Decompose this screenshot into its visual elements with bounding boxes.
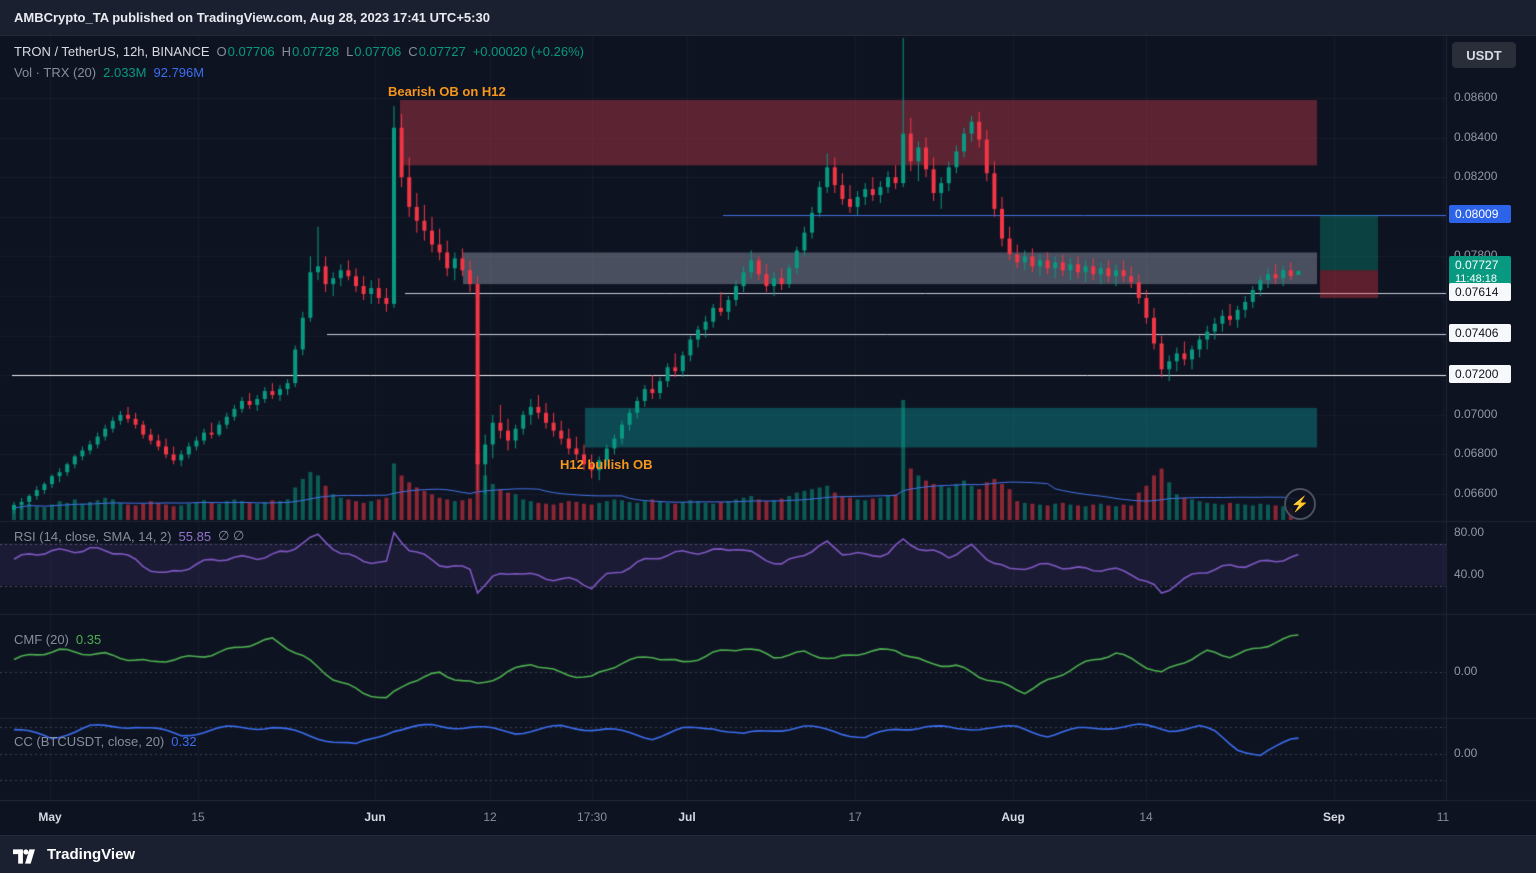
price-tick-label: 0.08400 <box>1454 129 1498 144</box>
close-label: C <box>408 44 418 59</box>
brand-name[interactable]: TradingView <box>47 846 136 863</box>
price-tick-label: 0.06600 <box>1454 486 1498 500</box>
time-tick-label: Sep <box>1322 810 1346 824</box>
cc-value: 0.32 <box>171 734 197 749</box>
ohlc-high: H 0.07728 <box>282 44 339 59</box>
cmf-legend[interactable]: CMF (20) 0.35 <box>14 632 101 647</box>
boost-button[interactable]: ⚡ <box>1284 488 1316 520</box>
high-label: H <box>281 44 292 59</box>
time-axis[interactable]: May 15 Jun 12 17:30 Jul 17 Aug 14 Sep 11 <box>0 800 1450 835</box>
chart-canvas[interactable] <box>0 36 1536 835</box>
cmf-label: CMF (20) <box>14 632 69 647</box>
price-tick-label: 0.07000 <box>1454 406 1498 421</box>
level-price-label: 0.08009 <box>1449 205 1511 224</box>
ohlc-low: L 0.07706 <box>346 44 401 59</box>
time-tick-label: Jun <box>364 810 386 824</box>
footer-bar: TradingView <box>0 835 1536 873</box>
bullish-ob-annotation: H12 bullish OB <box>560 457 653 472</box>
change-value: +0.00020 (+0.26%) <box>472 44 584 59</box>
time-tick-label: 12 <box>483 810 497 824</box>
time-tick-label: 17 <box>848 810 862 824</box>
countdown-timer: 11:48:18 <box>1455 272 1498 285</box>
time-tick-label: 17:30 <box>576 810 608 824</box>
last-price-label: 0.07727 11:48:18 <box>1449 255 1511 288</box>
time-tick-label: 15 <box>191 810 205 824</box>
tradingview-logo-icon[interactable] <box>13 846 38 864</box>
volume-value: 2.033M <box>103 65 147 80</box>
rsi-label: RSI (14, close, SMA, 14, 2) <box>14 528 172 544</box>
open-label: O <box>216 44 227 59</box>
price-tick-label: 0.06800 <box>1454 446 1498 461</box>
price-axis[interactable]: 0.086000.084000.082000.078000.070000.068… <box>1446 36 1536 800</box>
rsi-hidden-plots: ∅ ∅ <box>218 528 245 543</box>
time-tick-label: Jul <box>678 810 696 824</box>
high-value: 0.07728 <box>292 44 340 59</box>
cmf-value: 0.35 <box>75 632 102 647</box>
price-tick-label: 0.08200 <box>1454 169 1498 184</box>
time-tick-label: Aug <box>1001 810 1025 824</box>
time-tick-label: 14 <box>1139 810 1153 824</box>
symbol-title: TRON / TetherUS, 12h, BINANCE <box>14 44 210 59</box>
rsi-scale-label: 40.00 <box>1454 567 1485 581</box>
cc-scale-label: 0.00 <box>1454 745 1478 760</box>
cmf-scale-label: 0.00 <box>1454 664 1478 678</box>
level-price-label: 0.07406 <box>1449 324 1511 343</box>
publish-title: AMBCrypto_TA published on TradingView.co… <box>14 10 490 25</box>
rsi-scale-label: 80.00 <box>1454 525 1485 539</box>
time-tick-label: 11 <box>1436 810 1450 824</box>
cc-label: CC (BTCUSDT, close, 20) <box>14 734 165 749</box>
volume-label: Vol · TRX (20) <box>14 65 97 80</box>
open-value: 0.07706 <box>227 44 275 59</box>
currency-toggle-button[interactable]: USDT <box>1452 42 1516 68</box>
rsi-value: 55.85 <box>178 528 212 544</box>
low-label: L <box>346 44 354 59</box>
time-tick-label: May <box>38 810 62 824</box>
close-value: 0.07727 <box>418 44 466 59</box>
volume-ma-value: 92.796M <box>153 65 205 80</box>
level-price-label: 0.07614 <box>1449 283 1511 302</box>
price-tick-label: 0.08600 <box>1454 90 1498 104</box>
bearish-ob-annotation: Bearish OB on H12 <box>388 84 506 99</box>
volume-legend[interactable]: Vol · TRX (20) 2.033M 92.796M <box>14 65 204 80</box>
ohlc-open: O 0.07706 <box>217 44 275 59</box>
rsi-legend[interactable]: RSI (14, close, SMA, 14, 2) 55.85 ∅ ∅ <box>14 528 244 544</box>
low-value: 0.07706 <box>354 44 402 59</box>
level-price-label: 0.07200 <box>1449 365 1511 384</box>
cc-legend[interactable]: CC (BTCUSDT, close, 20) 0.32 <box>14 734 197 749</box>
ohlc-close: C 0.07727 <box>408 44 465 59</box>
symbol-legend[interactable]: TRON / TetherUS, 12h, BINANCE O 0.07706 H… <box>14 44 584 59</box>
chart-area: TRON / TetherUS, 12h, BINANCE O 0.07706 H… <box>0 36 1536 835</box>
header-bar: AMBCrypto_TA published on TradingView.co… <box>0 0 1536 36</box>
lightning-icon: ⚡ <box>1290 496 1310 513</box>
